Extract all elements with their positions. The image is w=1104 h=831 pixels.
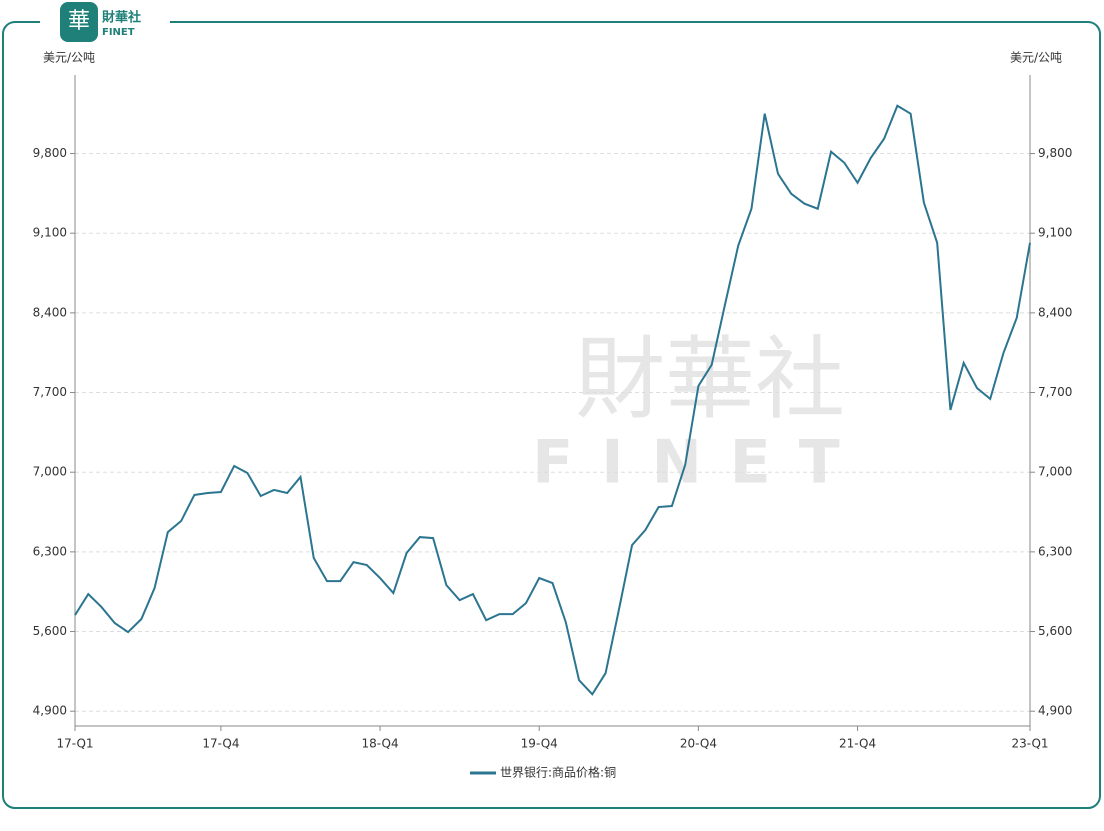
- y2-axis-label: 美元/公吨: [1010, 51, 1062, 65]
- y2-tick-label: 6,300: [1038, 544, 1072, 558]
- y-tick-label: 4,900: [33, 704, 67, 718]
- frame: [2, 21, 1101, 809]
- logo-name: 財華社: [101, 10, 141, 26]
- y-tick-label: 9,100: [33, 226, 67, 240]
- x-tick-label: 20-Q4: [680, 737, 717, 751]
- y2-tick-label: 4,900: [1038, 704, 1072, 718]
- y-axis-label: 美元/公吨: [43, 51, 95, 65]
- y2-tick-label: 7,000: [1038, 465, 1072, 479]
- y2-tick-label: 8,400: [1038, 305, 1072, 319]
- y-tick-label: 7,700: [33, 385, 67, 399]
- y2-tick-label: 9,800: [1038, 146, 1072, 160]
- logo-sub: FINET: [102, 27, 135, 38]
- x-tick-label: 17-Q1: [56, 737, 93, 751]
- watermark-sub: FINET: [532, 428, 867, 498]
- x-tick-label: 23-Q1: [1011, 737, 1048, 751]
- data-line: [74, 104, 1031, 696]
- y2-tick-label: 7,700: [1038, 385, 1072, 399]
- x-tick-label: 17-Q4: [202, 737, 239, 751]
- y-tick-label: 8,400: [33, 305, 67, 319]
- y2-tick-label: 5,600: [1038, 624, 1072, 638]
- y-tick-label: 7,000: [33, 465, 67, 479]
- logo-badge: [60, 2, 98, 42]
- y-tick-label: 5,600: [33, 624, 67, 638]
- legend-label: 世界银行:商品价格:铜: [500, 765, 616, 780]
- x-tick-label: 19-Q4: [521, 737, 558, 751]
- y-tick-label: 6,300: [33, 544, 67, 558]
- x-tick-label: 18-Q4: [362, 737, 399, 751]
- y-tick-label: 9,800: [33, 146, 67, 160]
- watermark: 財華社: [575, 327, 845, 432]
- y2-tick-label: 9,100: [1038, 226, 1072, 240]
- x-tick-label: 21-Q4: [839, 737, 876, 751]
- logo-mark: 華: [68, 9, 90, 34]
